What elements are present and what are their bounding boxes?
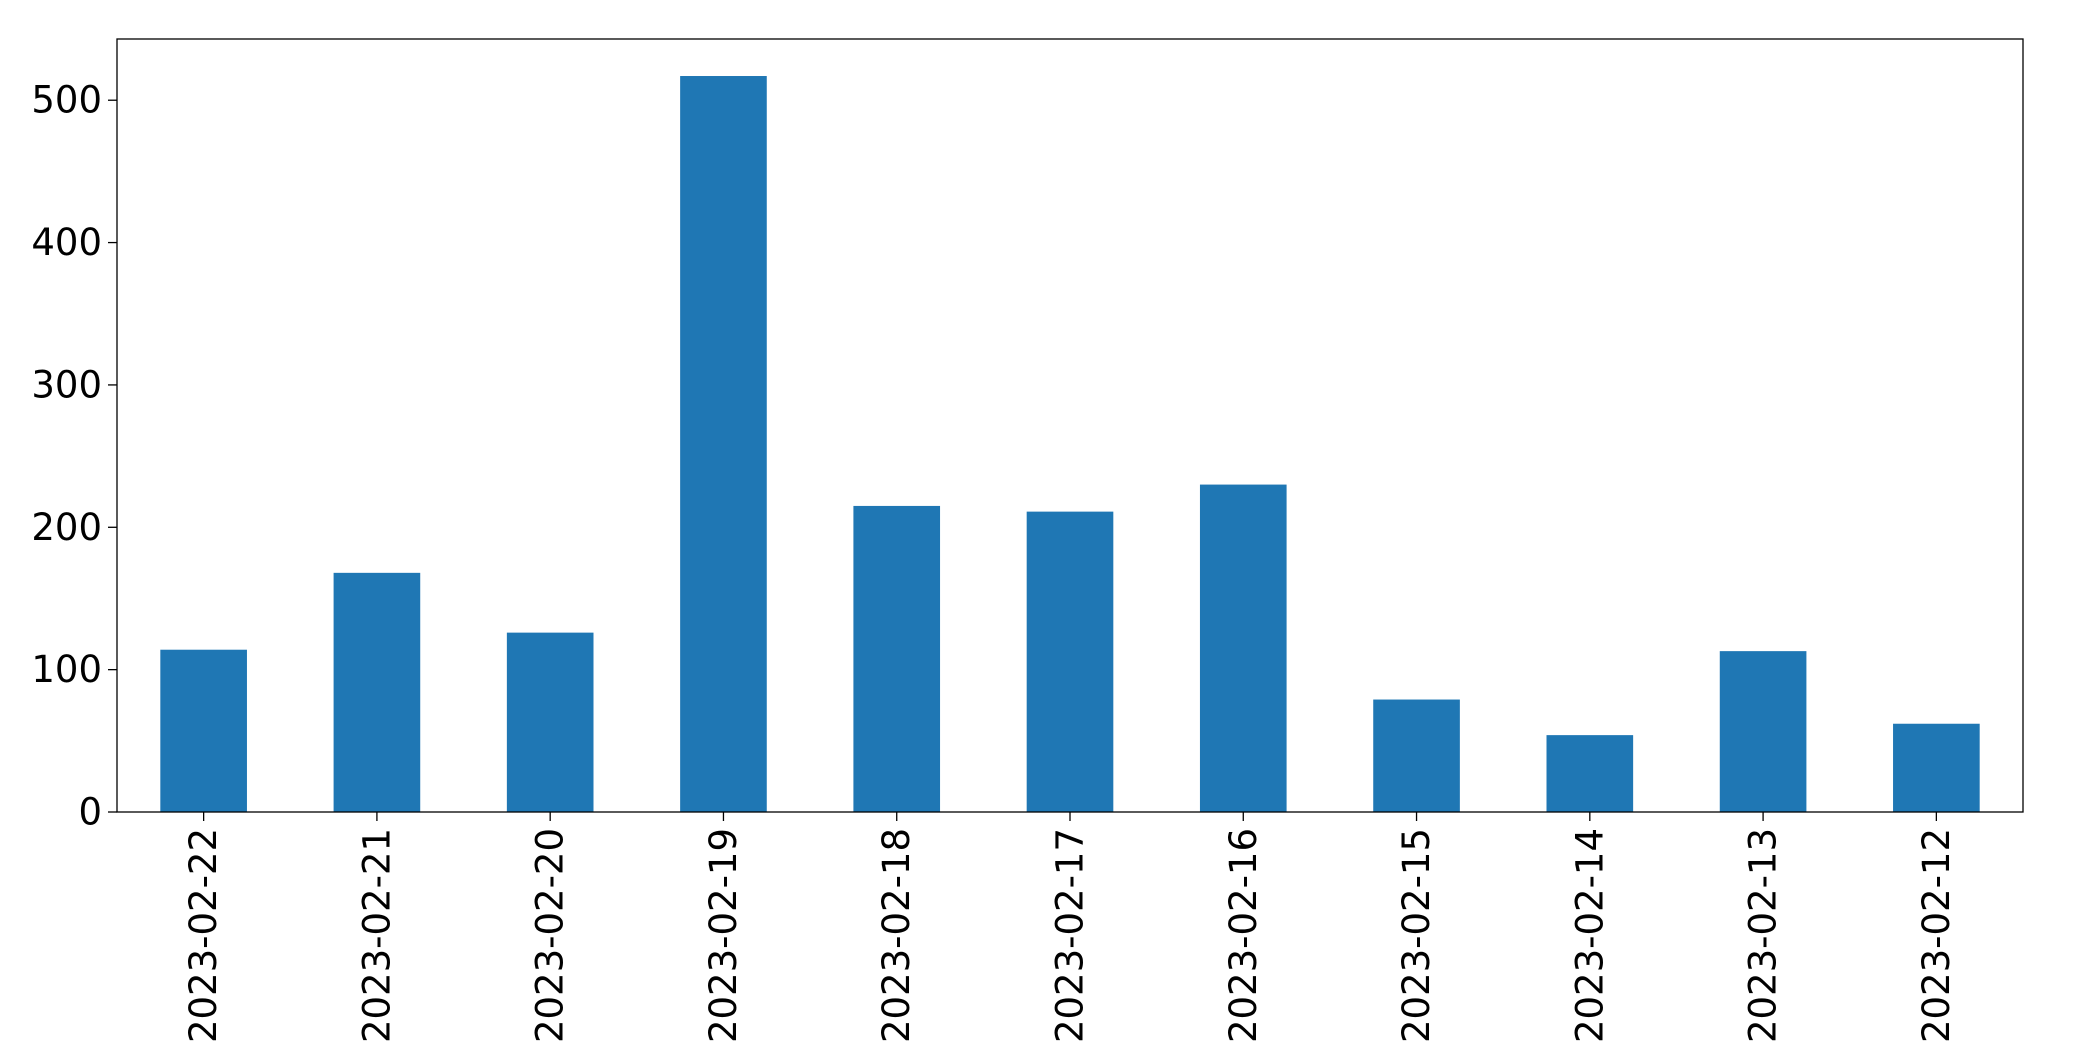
bar-2023-02-18 [853,505,941,812]
x-tick-label: 2023-02-16 [1222,828,1265,1043]
y-tick-label: 500 [31,79,102,122]
bar-2023-02-17 [1026,511,1114,812]
x-tick-label: 2023-02-20 [529,828,572,1043]
bar-2023-02-21 [333,572,421,812]
y-axis: 0 100 200 300 400 500 [31,79,117,834]
bar-2023-02-14 [1546,735,1634,812]
bar-2023-02-22 [160,649,247,812]
bar-2023-02-12 [1893,723,1980,812]
x-tick-label: 2023-02-22 [182,828,225,1043]
bar-group [160,76,1980,813]
y-tick-label: 0 [78,791,102,834]
bar-2023-02-20 [506,632,594,812]
x-tick-label: 2023-02-18 [875,828,918,1043]
x-tick-label: 2023-02-13 [1742,828,1785,1043]
x-tick-label: 2023-02-17 [1049,828,1092,1043]
bar-2023-02-13 [1719,651,1807,812]
y-tick-label: 300 [31,363,102,406]
y-tick-label: 400 [31,221,102,264]
x-tick-label: 2023-02-14 [1568,828,1611,1043]
bar-2023-02-19 [680,76,767,813]
x-tick-label: 2023-02-15 [1395,828,1438,1043]
x-tick-label: 2023-02-12 [1915,828,1958,1043]
x-tick-label: 2023-02-19 [702,828,745,1043]
bar-2023-02-15 [1373,699,1460,812]
y-tick-label: 100 [31,648,102,691]
bar-2023-02-16 [1199,484,1287,812]
x-axis: 2023-02-22 2023-02-21 2023-02-20 2023-02-19… [182,812,1958,1043]
y-tick-label: 200 [31,506,102,549]
x-tick-label: 2023-02-21 [355,828,398,1043]
